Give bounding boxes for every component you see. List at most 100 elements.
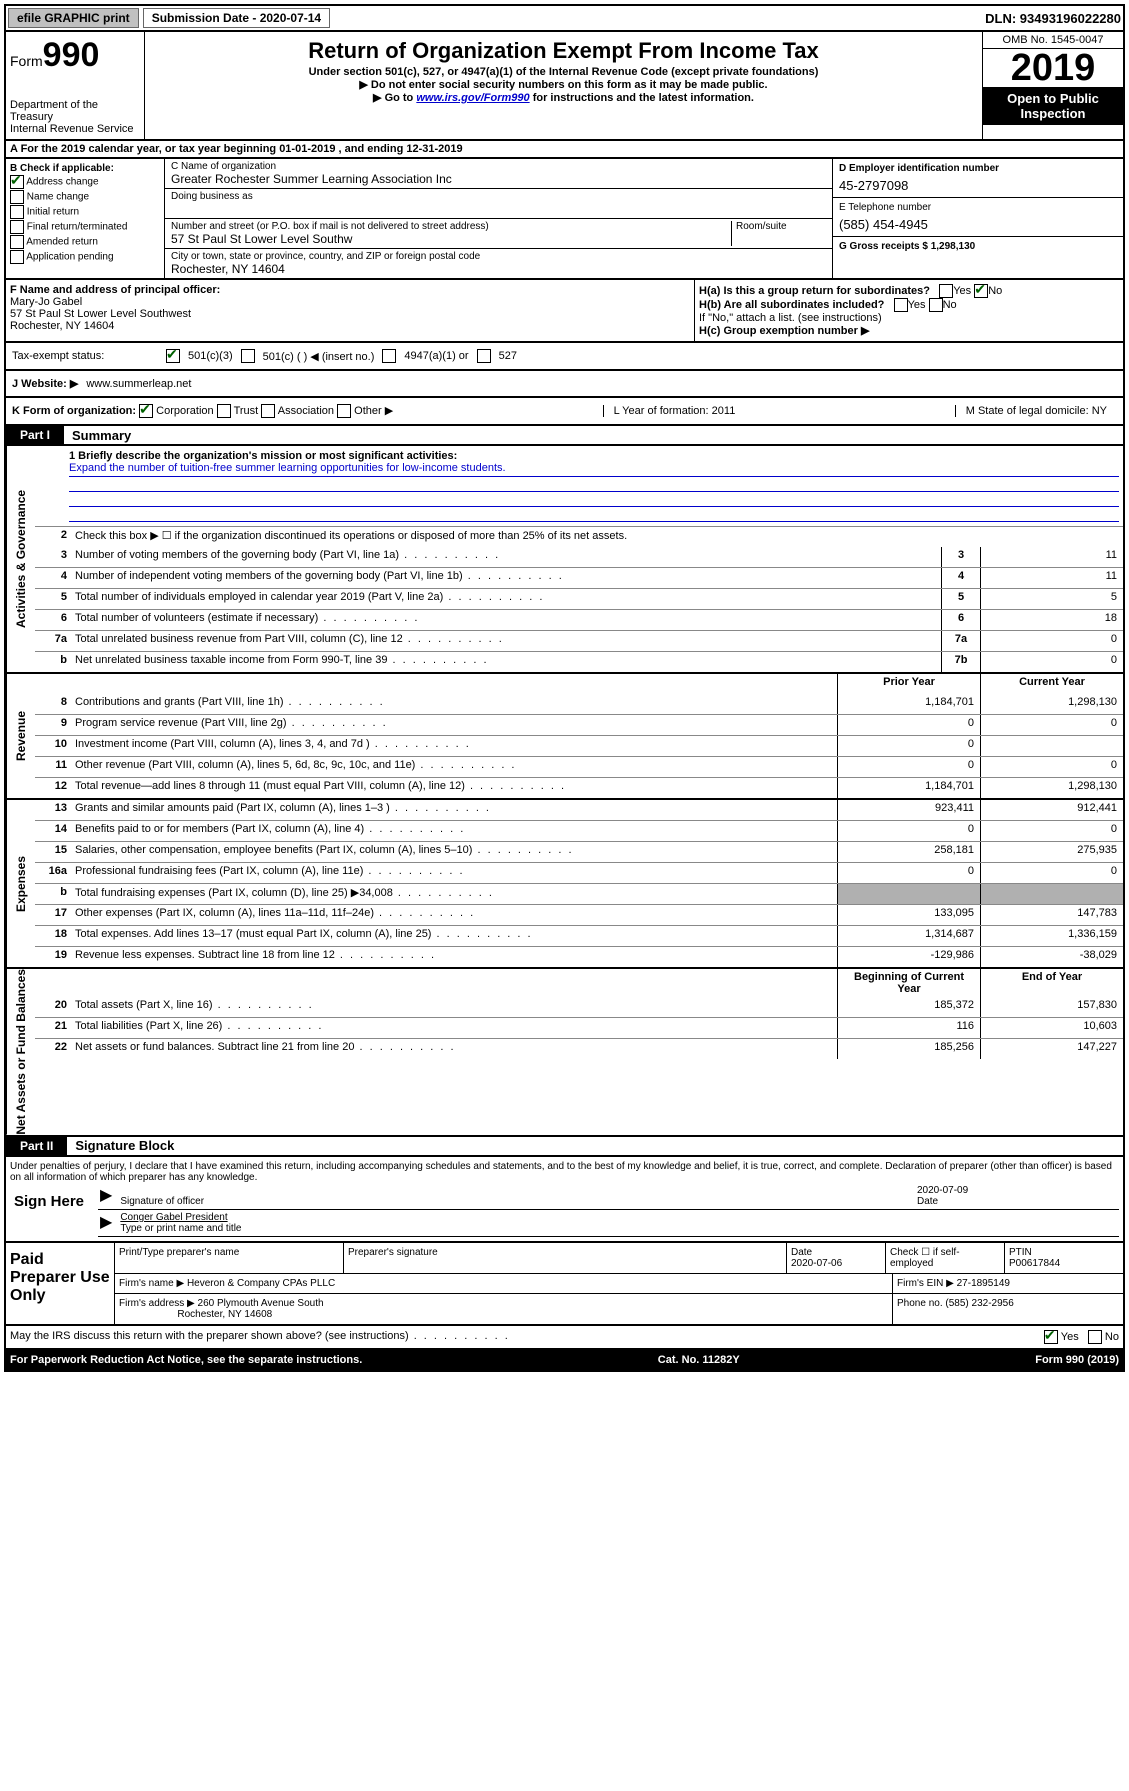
expense-line: 16aProfessional fundraising fees (Part I… xyxy=(35,862,1123,883)
form-no-footer: Form 990 (2019) xyxy=(1035,1354,1119,1366)
signature-block: Under penalties of perjury, I declare th… xyxy=(4,1157,1125,1243)
officer-label: F Name and address of principal officer: xyxy=(10,284,690,296)
part-ii-title: Signature Block xyxy=(67,1138,174,1153)
summary-line: 7aTotal unrelated business revenue from … xyxy=(35,630,1123,651)
treasury-label: Department of the Treasury Internal Reve… xyxy=(10,99,140,135)
netasset-line: 22Net assets or fund balances. Subtract … xyxy=(35,1038,1123,1059)
tax-year: 2019 xyxy=(983,49,1123,87)
section-governance: Activities & Governance 1 Briefly descri… xyxy=(4,446,1125,674)
ein-label: D Employer identification number xyxy=(839,163,1117,174)
cb-label: Amended return xyxy=(26,237,98,248)
efile-button[interactable]: efile GRAPHIC print xyxy=(8,8,139,28)
header-left: Form990 Department of the Treasury Inter… xyxy=(6,32,145,139)
fh-row: F Name and address of principal officer:… xyxy=(4,280,1125,343)
expense-line: 19Revenue less expenses. Subtract line 1… xyxy=(35,946,1123,967)
form-prefix: Form xyxy=(10,53,43,69)
side-tab-expenses: Expenses xyxy=(6,800,35,967)
gross-cell: G Gross receipts $ 1,298,130 xyxy=(833,237,1123,256)
preparer-sig-label: Preparer's signature xyxy=(344,1243,787,1273)
cb-label: Final return/terminated xyxy=(27,222,128,233)
cb-501c[interactable] xyxy=(241,349,255,363)
l-year-formation: L Year of formation: 2011 xyxy=(603,405,746,417)
cb-other[interactable] xyxy=(337,404,351,418)
form-number: Form990 xyxy=(10,36,140,75)
opt-corp: Corporation xyxy=(156,405,213,417)
officer-name: Mary-Jo Gabel xyxy=(10,296,690,308)
officer-addr2: Rochester, NY 14604 xyxy=(10,320,690,332)
section-revenue: Revenue Prior Year Current Year 8Contrib… xyxy=(4,674,1125,800)
line2-desc: Check this box ▶ ☐ if the organization d… xyxy=(71,527,1123,547)
cb-assoc[interactable] xyxy=(261,404,275,418)
cb-final-return[interactable]: Final return/terminated xyxy=(10,220,160,234)
box-b-header: B Check if applicable: xyxy=(10,163,160,174)
cb-amended[interactable]: Amended return xyxy=(10,235,160,249)
sig-officer-label: Signature of officer xyxy=(120,1196,909,1207)
form-subtitle: Under section 501(c), 527, or 4947(a)(1)… xyxy=(149,66,978,78)
form-header: Form990 Department of the Treasury Inter… xyxy=(4,32,1125,141)
officer-name-line: ▶ Conger Gabel President Type or print n… xyxy=(98,1210,1119,1237)
phone-cell: E Telephone number (585) 454-4945 xyxy=(833,198,1123,237)
netassets-body: Beginning of Current Year End of Year 20… xyxy=(35,969,1123,1135)
cb-name-change[interactable]: Name change xyxy=(10,190,160,204)
ha-text: H(a) Is this a group return for subordin… xyxy=(699,285,930,297)
form-note-2: ▶ Go to www.irs.gov/Form990 for instruct… xyxy=(149,91,978,104)
room-label: Room/suite xyxy=(736,221,826,232)
prep-date-value: 2020-07-06 xyxy=(791,1258,842,1269)
city-value: Rochester, NY 14604 xyxy=(171,262,826,276)
discuss-answer: Yes No xyxy=(1044,1330,1119,1344)
hc-text: H(c) Group exemption number ▶ xyxy=(699,325,869,337)
type-name-label: Type or print name and title xyxy=(120,1223,1117,1234)
netasset-line: 21Total liabilities (Part X, line 26)116… xyxy=(35,1017,1123,1038)
sign-right: ▶ Signature of officer 2020-07-09 Date ▶… xyxy=(98,1183,1119,1237)
sign-here-grid: Sign Here ▶ Signature of officer 2020-07… xyxy=(10,1183,1119,1237)
discuss-text: May the IRS discuss this return with the… xyxy=(10,1330,510,1344)
cb-corp[interactable] xyxy=(139,404,153,418)
box-h-group: H(a) Is this a group return for subordin… xyxy=(695,280,1123,341)
top-toolbar: efile GRAPHIC print Submission Date - 20… xyxy=(4,4,1125,32)
opt-501c3: 501(c)(3) xyxy=(188,350,233,362)
cb-app-pending[interactable]: Application pending xyxy=(10,250,160,264)
box-f-officer: F Name and address of principal officer:… xyxy=(6,280,695,341)
cb-527[interactable] xyxy=(477,349,491,363)
side-tab-revenue: Revenue xyxy=(6,674,35,798)
m-state-domicile: M State of legal domicile: NY xyxy=(955,405,1117,417)
cb-trust[interactable] xyxy=(217,404,231,418)
sign-here-label: Sign Here xyxy=(10,1183,98,1237)
sig-date-label: Date xyxy=(917,1196,1117,1207)
cb-address-change[interactable]: Address change xyxy=(10,175,160,189)
revenue-line: 10Investment income (Part VIII, column (… xyxy=(35,735,1123,756)
k-row: K Form of organization: Corporation Trus… xyxy=(4,398,1125,426)
org-name-value: Greater Rochester Summer Learning Associ… xyxy=(171,172,826,186)
expense-line: 13Grants and similar amounts paid (Part … xyxy=(35,800,1123,820)
form-title: Return of Organization Exempt From Incom… xyxy=(149,38,978,64)
part-ii-tab: Part II xyxy=(6,1137,67,1155)
k-label: K Form of organization: xyxy=(12,405,136,417)
section-netassets: Net Assets or Fund Balances Beginning of… xyxy=(4,969,1125,1137)
ptin-label: PTIN xyxy=(1009,1247,1032,1258)
firm-city-value: Rochester, NY 14608 xyxy=(177,1309,272,1320)
firm-addr-value: 260 Plymouth Avenue South xyxy=(198,1298,324,1309)
firm-name-value: Heveron & Company CPAs PLLC xyxy=(187,1278,335,1289)
ha-row: H(a) Is this a group return for subordin… xyxy=(699,284,1119,298)
expense-line: 18Total expenses. Add lines 13–17 (must … xyxy=(35,925,1123,946)
arrow-icon: ▶ xyxy=(100,1212,112,1234)
cb-4947[interactable] xyxy=(382,349,396,363)
summary-line: bNet unrelated business taxable income f… xyxy=(35,651,1123,672)
sig-date-value: 2020-07-09 xyxy=(917,1185,1117,1196)
submission-date: Submission Date - 2020-07-14 xyxy=(143,8,330,28)
dba-cell: Doing business as xyxy=(165,189,832,219)
part-i-header: Part I Summary xyxy=(4,426,1125,446)
open-public-badge: Open to Public Inspection xyxy=(983,87,1123,125)
opt-trust: Trust xyxy=(234,405,259,417)
revenue-line: 9Program service revenue (Part VIII, lin… xyxy=(35,714,1123,735)
cb-initial-return[interactable]: Initial return xyxy=(10,205,160,219)
cb-label: Application pending xyxy=(26,252,113,263)
box-c-org-info: C Name of organization Greater Rochester… xyxy=(165,159,832,278)
opt-4947: 4947(a)(1) or xyxy=(404,350,468,362)
ein-value: 45-2797098 xyxy=(839,178,1117,193)
irs-link[interactable]: www.irs.gov/Form990 xyxy=(416,92,529,104)
cb-501c3[interactable] xyxy=(166,349,180,363)
line-1-mission: 1 Briefly describe the organization's mi… xyxy=(35,446,1123,526)
line-2: 2 Check this box ▶ ☐ if the organization… xyxy=(35,526,1123,547)
phone-label: E Telephone number xyxy=(839,202,1117,213)
